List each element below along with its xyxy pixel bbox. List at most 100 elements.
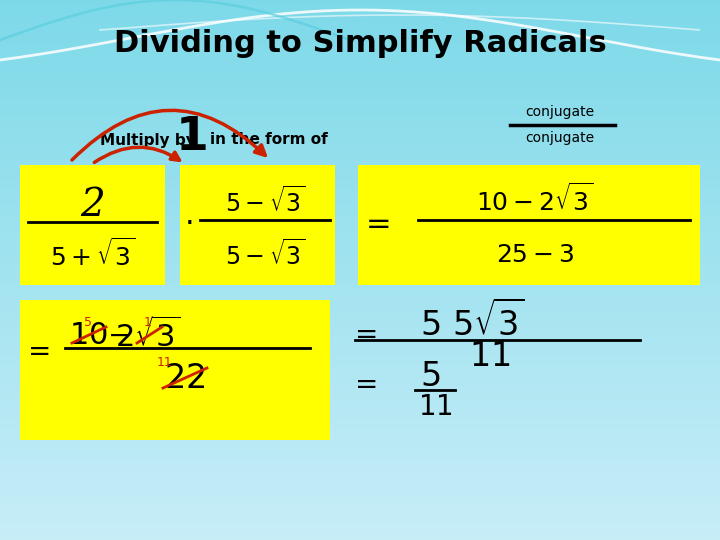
Bar (0, 405, 720, 408)
Bar (0, 305, 720, 308)
Bar (0, 310, 720, 313)
Bar (0, 122, 720, 124)
Bar (0, 367, 720, 370)
Bar (0, 232, 720, 235)
Bar (0, 51, 720, 54)
Bar (0, 151, 720, 154)
Bar (0, 251, 720, 254)
Bar (0, 494, 720, 497)
Bar (0, 346, 720, 348)
Bar (0, 162, 720, 165)
Bar (0, 502, 720, 505)
Bar (0, 418, 720, 421)
Bar (0, 254, 720, 256)
Bar (0, 22, 720, 24)
Bar (0, 135, 720, 138)
Bar (0, 486, 720, 489)
Bar (0, 381, 720, 383)
Bar (0, 370, 720, 373)
Bar (0, 49, 720, 51)
Bar (0, 235, 720, 238)
Bar (0, 456, 720, 459)
Bar (0, 76, 720, 78)
Bar (0, 84, 720, 86)
Bar (0, 275, 720, 278)
Bar (0, 219, 720, 221)
Bar (0, 281, 720, 284)
Bar (0, 24, 720, 27)
Text: $5$: $5$ (420, 361, 441, 394)
Bar (0, 302, 720, 305)
Bar (0, 451, 720, 454)
Bar (0, 313, 720, 316)
Bar (0, 362, 720, 364)
Text: 1: 1 (176, 114, 208, 159)
Text: conjugate: conjugate (526, 105, 595, 119)
Bar (0, 400, 720, 402)
Bar (0, 178, 720, 181)
Bar (0, 297, 720, 300)
Bar (0, 319, 720, 321)
Bar (0, 386, 720, 389)
Text: $2\sqrt{3}$: $2\sqrt{3}$ (115, 317, 181, 353)
Text: =: = (355, 371, 379, 399)
Bar (0, 35, 720, 38)
Bar (0, 410, 720, 413)
Bar (0, 440, 720, 443)
FancyBboxPatch shape (20, 300, 330, 440)
Bar (0, 86, 720, 89)
Bar (0, 343, 720, 346)
Text: Multiply by: Multiply by (100, 132, 196, 147)
Bar (0, 462, 720, 464)
Bar (0, 221, 720, 224)
Bar (0, 459, 720, 462)
Bar (0, 259, 720, 262)
Bar (0, 356, 720, 359)
Bar (0, 248, 720, 251)
Bar (0, 11, 720, 14)
Text: =: = (355, 321, 379, 349)
Bar (0, 348, 720, 351)
Bar (0, 230, 720, 232)
Text: Dividing to Simplify Radicals: Dividing to Simplify Radicals (114, 29, 606, 57)
Bar (0, 351, 720, 354)
Text: 5: 5 (84, 315, 92, 328)
Bar (0, 173, 720, 176)
Bar (0, 194, 720, 197)
Bar (0, 432, 720, 435)
Bar (0, 510, 720, 513)
Bar (0, 130, 720, 132)
Bar (0, 508, 720, 510)
Bar (0, 30, 720, 32)
Bar (0, 408, 720, 410)
Bar (0, 132, 720, 135)
Bar (0, 335, 720, 338)
Bar (0, 46, 720, 49)
Text: $11$: $11$ (418, 393, 452, 421)
Bar (0, 89, 720, 92)
Bar (0, 40, 720, 43)
Bar (0, 294, 720, 297)
Bar (0, 289, 720, 292)
Bar (0, 329, 720, 332)
FancyBboxPatch shape (20, 165, 165, 285)
Text: $-$: $-$ (107, 321, 129, 349)
Bar (0, 8, 720, 11)
Bar (0, 537, 720, 540)
Bar (0, 32, 720, 35)
Bar (0, 467, 720, 470)
Bar (0, 443, 720, 445)
Bar (0, 176, 720, 178)
Bar (0, 273, 720, 275)
Text: =: = (28, 338, 51, 366)
Bar (0, 491, 720, 494)
Bar (0, 286, 720, 289)
Bar (0, 470, 720, 472)
Bar (0, 70, 720, 73)
Bar (0, 116, 720, 119)
Bar (0, 170, 720, 173)
Bar (0, 300, 720, 302)
Bar (0, 73, 720, 76)
Bar (0, 65, 720, 68)
FancyArrowPatch shape (94, 147, 179, 163)
